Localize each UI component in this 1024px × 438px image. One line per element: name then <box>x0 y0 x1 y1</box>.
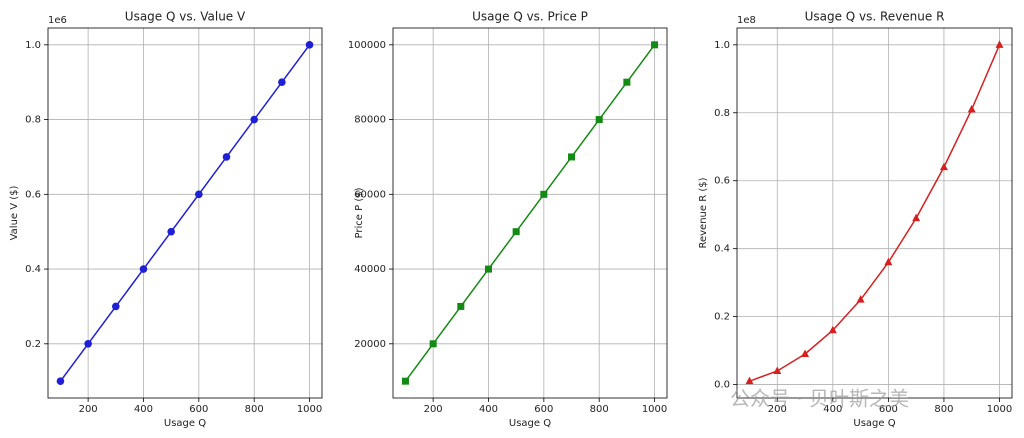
y-axis-label: Value V ($) <box>9 185 20 240</box>
data-point <box>429 340 437 348</box>
data-point <box>828 325 837 334</box>
data-point <box>912 213 921 222</box>
data-point <box>745 376 754 385</box>
data-point <box>512 228 520 236</box>
data-point <box>939 162 948 171</box>
y-tick-label: 0.8 <box>714 108 730 119</box>
x-tick-label: 800 <box>590 404 609 415</box>
x-tick-label: 400 <box>823 404 842 415</box>
x-tick-label: 600 <box>879 404 898 415</box>
data-point <box>568 153 576 161</box>
y-tick-label: 1.0 <box>25 40 41 51</box>
data-line <box>404 44 656 382</box>
data-point <box>401 377 409 385</box>
y-axis-label: Price P ($) <box>354 187 365 238</box>
x-axis-label: Usage Q <box>164 418 206 429</box>
data-point <box>856 295 865 303</box>
y-tick-label: 100000 <box>348 40 386 51</box>
x-tick-label: 400 <box>479 404 498 415</box>
data-point <box>305 41 314 49</box>
chart-title: Usage Q vs. Revenue R <box>805 10 945 24</box>
x-tick-label: 1000 <box>987 404 1012 415</box>
y-tick-label: 0.8 <box>25 115 41 126</box>
data-point <box>995 40 1004 48</box>
y-offset-label: 1e6 <box>48 15 67 26</box>
y-tick-label: 60000 <box>354 189 386 200</box>
data-point <box>967 104 976 113</box>
x-axis-label: Usage Q <box>509 418 551 429</box>
data-point <box>801 349 810 358</box>
data-point <box>112 302 120 311</box>
watermark: 公众号 · 贝叶斯之美 <box>730 387 909 411</box>
y-tick-label: 20000 <box>354 339 386 350</box>
y-tick-label: 0.0 <box>714 380 730 391</box>
chart-title: Usage Q vs. Price P <box>472 10 588 24</box>
x-tick-label: 1000 <box>297 404 322 415</box>
data-point <box>250 115 258 124</box>
data-point <box>84 340 92 348</box>
data-point <box>623 78 631 86</box>
data-point <box>540 190 548 198</box>
y-offset-label: 1e8 <box>737 15 756 26</box>
data-point <box>457 302 465 310</box>
data-point <box>167 227 175 236</box>
data-point <box>651 41 659 49</box>
x-tick-label: 600 <box>189 404 208 415</box>
y-axis-label: Revenue R ($) <box>698 177 709 248</box>
x-tick-label: 200 <box>768 404 787 415</box>
y-tick-label: 0.6 <box>714 176 730 187</box>
data-point <box>484 265 492 273</box>
data-point <box>278 78 286 86</box>
y-tick-label: 0.4 <box>25 264 41 275</box>
y-tick-label: 0.4 <box>714 244 730 255</box>
data-line <box>749 44 1001 382</box>
axes-frame <box>736 27 1013 399</box>
x-tick-label: 400 <box>134 404 153 415</box>
chart-title: Usage Q vs. Value V <box>125 10 246 24</box>
y-tick-label: 80000 <box>354 115 386 126</box>
data-point <box>595 116 603 124</box>
y-tick-label: 0.2 <box>714 312 730 323</box>
x-tick-label: 1000 <box>642 404 667 415</box>
data-point <box>139 265 148 273</box>
x-tick-label: 600 <box>534 404 553 415</box>
axes-frame <box>47 27 323 399</box>
data-point <box>773 366 782 374</box>
y-tick-label: 0.2 <box>25 339 41 350</box>
axes-frame <box>392 27 668 399</box>
data-point <box>222 153 231 161</box>
data-line <box>59 44 311 382</box>
x-axis-label: Usage Q <box>853 418 895 429</box>
y-tick-label: 1.0 <box>714 40 730 51</box>
x-tick-label: 800 <box>934 404 953 415</box>
x-tick-label: 200 <box>79 404 98 415</box>
x-tick-label: 800 <box>245 404 264 415</box>
x-tick-label: 200 <box>424 404 443 415</box>
data-point <box>56 377 65 385</box>
y-tick-label: 0.6 <box>25 189 41 200</box>
y-tick-label: 40000 <box>354 264 386 275</box>
data-point <box>884 257 893 266</box>
data-point <box>195 190 203 199</box>
